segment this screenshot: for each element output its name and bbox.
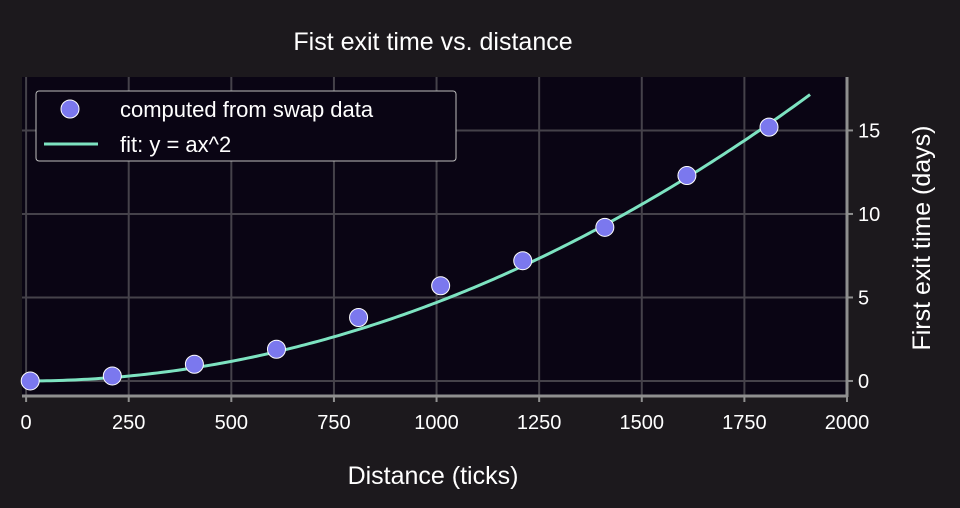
- axes: 0 250 500 750 1000 1250 1500 1750 2000 0 5 10 15: [21, 77, 880, 434]
- data-point: [595, 217, 615, 237]
- data-point: [431, 276, 451, 296]
- y-axis-label: First exit time (days): [908, 125, 936, 350]
- data-point: [349, 308, 369, 328]
- x-tick-label: 1000: [414, 412, 459, 434]
- x-tick-label: 500: [215, 412, 248, 434]
- x-tick-label: 0: [21, 412, 32, 434]
- data-point: [266, 339, 286, 359]
- chart-title: Fist exit time vs. distance: [293, 28, 572, 56]
- x-tick-label: 1500: [620, 412, 665, 434]
- data-point: [759, 117, 779, 137]
- data-point: [20, 371, 40, 391]
- legend-label-line: fit: y = ax^2: [120, 132, 231, 157]
- x-tick-label: 1750: [722, 412, 767, 434]
- data-point: [513, 251, 533, 271]
- legend: computed from swap data fit: y = ax^2: [35, 90, 457, 162]
- y-tick-label: 10: [858, 204, 880, 226]
- y-tick-label: 15: [858, 120, 880, 142]
- x-tick-label: 1250: [517, 412, 562, 434]
- legend-marker-scatter: [60, 99, 80, 119]
- scatter-series: [20, 117, 779, 391]
- legend-box: [35, 90, 457, 162]
- fit-line: [26, 93, 811, 383]
- y-tick-label: 0: [858, 371, 869, 393]
- data-point: [677, 166, 697, 186]
- legend-label-scatter: computed from swap data: [120, 97, 374, 122]
- x-tick-label: 750: [317, 412, 350, 434]
- y-tick-label: 5: [858, 287, 869, 309]
- x-tick-label: 2000: [825, 412, 870, 434]
- x-tick-label: 250: [112, 412, 145, 434]
- data-point: [184, 354, 204, 374]
- x-axis-label: Distance (ticks): [348, 462, 519, 490]
- fit-series: [26, 93, 811, 383]
- data-point: [102, 366, 122, 386]
